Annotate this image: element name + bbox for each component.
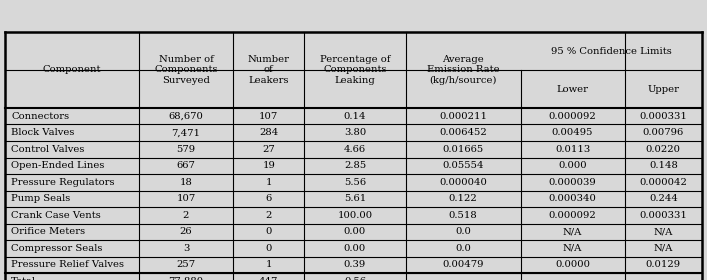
Text: 0.000042: 0.000042 — [639, 178, 687, 187]
Text: 0.0000: 0.0000 — [555, 260, 590, 269]
Text: 0.00479: 0.00479 — [443, 260, 484, 269]
Text: 0: 0 — [266, 244, 272, 253]
Text: 447: 447 — [259, 277, 279, 280]
Text: 0.000340: 0.000340 — [549, 194, 597, 203]
Text: Orifice Meters: Orifice Meters — [11, 227, 85, 236]
Text: 0.00796: 0.00796 — [643, 128, 684, 137]
Text: 27: 27 — [262, 145, 275, 154]
Text: 0.01665: 0.01665 — [443, 145, 484, 154]
Text: 107: 107 — [259, 112, 279, 121]
Text: 68,670: 68,670 — [168, 112, 204, 121]
Text: 0.39: 0.39 — [344, 260, 366, 269]
Text: Component: Component — [42, 66, 101, 74]
Text: 0.00: 0.00 — [344, 227, 366, 236]
Text: 0.000092: 0.000092 — [549, 211, 597, 220]
Text: 0.000092: 0.000092 — [549, 112, 597, 121]
Text: 3: 3 — [182, 244, 189, 253]
Text: 257: 257 — [176, 260, 196, 269]
Text: 0.0: 0.0 — [455, 244, 471, 253]
Text: 0.00: 0.00 — [344, 244, 366, 253]
Text: 0.0220: 0.0220 — [645, 145, 681, 154]
Text: 0.518: 0.518 — [449, 211, 477, 220]
Text: 0: 0 — [266, 227, 272, 236]
Text: Block Valves: Block Valves — [11, 128, 74, 137]
Text: 0.000: 0.000 — [559, 161, 587, 170]
Text: Control Valves: Control Valves — [11, 145, 84, 154]
Text: Lower: Lower — [556, 85, 589, 94]
Text: Number
of
Leakers: Number of Leakers — [247, 55, 290, 85]
Text: Average
Emission Rate
(kg/h/source): Average Emission Rate (kg/h/source) — [427, 55, 499, 85]
Text: 0.000211: 0.000211 — [439, 112, 487, 121]
Text: 0.000331: 0.000331 — [639, 112, 687, 121]
Text: Number of
Components
Surveyed: Number of Components Surveyed — [154, 55, 218, 85]
Text: 0.006452: 0.006452 — [439, 128, 487, 137]
Text: 0.0129: 0.0129 — [645, 260, 681, 269]
Text: 95 % Confidence Limits: 95 % Confidence Limits — [551, 46, 672, 55]
Text: 0.000040: 0.000040 — [439, 178, 487, 187]
Text: 4.66: 4.66 — [344, 145, 366, 154]
Text: 0.05554: 0.05554 — [443, 161, 484, 170]
Text: 7,471: 7,471 — [171, 128, 201, 137]
Text: 284: 284 — [259, 128, 279, 137]
Text: N/A: N/A — [654, 244, 673, 253]
Text: 0.148: 0.148 — [649, 161, 678, 170]
Text: 26: 26 — [180, 227, 192, 236]
Text: 3.80: 3.80 — [344, 128, 366, 137]
Text: 0.000039: 0.000039 — [549, 178, 597, 187]
Text: Open-Ended Lines: Open-Ended Lines — [11, 161, 105, 170]
Text: 0.14: 0.14 — [344, 112, 366, 121]
Text: 5.56: 5.56 — [344, 178, 366, 187]
Text: 0.0113: 0.0113 — [555, 145, 590, 154]
Text: Connectors: Connectors — [11, 112, 69, 121]
Text: 2: 2 — [266, 211, 272, 220]
Text: 2.85: 2.85 — [344, 161, 366, 170]
Text: 6: 6 — [266, 194, 272, 203]
Text: 18: 18 — [180, 178, 192, 187]
Text: 100.00: 100.00 — [337, 211, 373, 220]
Text: N/A: N/A — [654, 227, 673, 236]
Text: Pressure Regulators: Pressure Regulators — [11, 178, 115, 187]
Text: 1: 1 — [266, 178, 272, 187]
Text: Pressure Relief Valves: Pressure Relief Valves — [11, 260, 124, 269]
Text: 5.61: 5.61 — [344, 194, 366, 203]
Text: 0.244: 0.244 — [649, 194, 678, 203]
Text: Total: Total — [11, 277, 36, 280]
Text: 107: 107 — [176, 194, 196, 203]
Text: 77,880: 77,880 — [168, 277, 204, 280]
Text: 0.00495: 0.00495 — [552, 128, 593, 137]
Text: 667: 667 — [177, 161, 195, 170]
Text: 0.122: 0.122 — [449, 194, 477, 203]
Text: 2: 2 — [182, 211, 189, 220]
Text: N/A: N/A — [563, 244, 583, 253]
Text: 579: 579 — [176, 145, 196, 154]
Text: 0.0: 0.0 — [455, 227, 471, 236]
Text: 0.56: 0.56 — [344, 277, 366, 280]
Text: 19: 19 — [262, 161, 275, 170]
Text: Pump Seals: Pump Seals — [11, 194, 70, 203]
Text: Compressor Seals: Compressor Seals — [11, 244, 103, 253]
Text: 0.000331: 0.000331 — [639, 211, 687, 220]
Text: N/A: N/A — [563, 227, 583, 236]
Text: 1: 1 — [266, 260, 272, 269]
Text: Percentage of
Components
Leaking: Percentage of Components Leaking — [320, 55, 390, 85]
Text: Crank Case Vents: Crank Case Vents — [11, 211, 101, 220]
Text: Upper: Upper — [648, 85, 679, 94]
